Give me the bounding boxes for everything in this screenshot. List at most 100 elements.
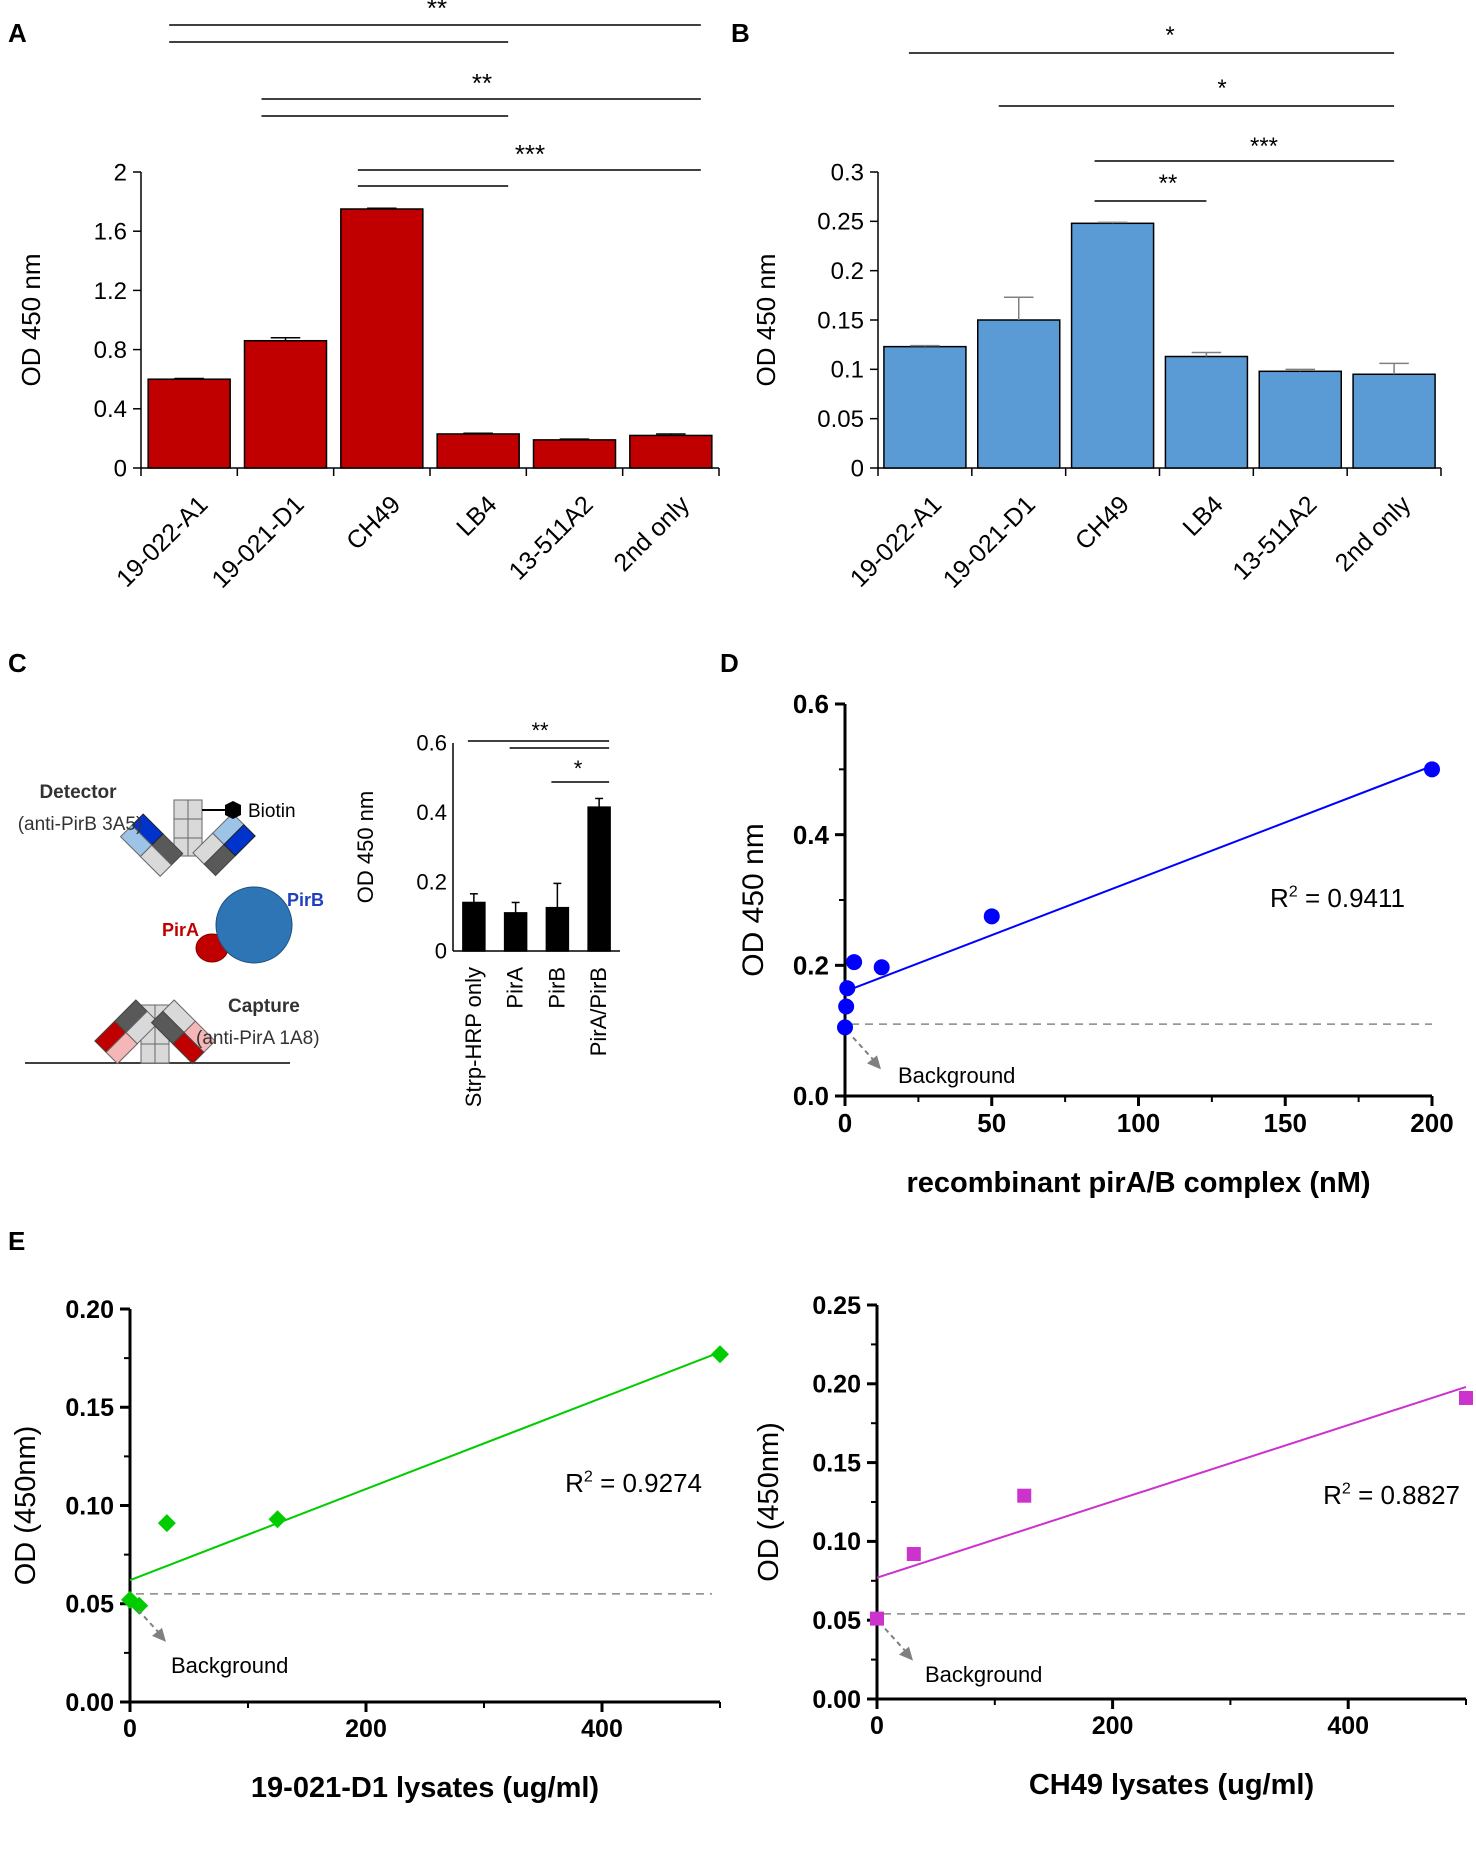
detector-sublabel: (anti-PirB 3A5): [18, 814, 143, 835]
E2-data-point: [1459, 1390, 1473, 1405]
D-x-tick-label: 50: [977, 1108, 1006, 1138]
E2-background-arrow: [884, 1627, 906, 1652]
chart-e1: 0.00 0.05 0.10 0.15 0.20 0 200 400 Background R2 …: [10, 1296, 729, 1804]
C-bar: [503, 912, 528, 952]
D-fit-line: [844, 765, 1433, 993]
E1-x-tick-label: 400: [581, 1715, 623, 1743]
D-y-axis-label: OD 450 nm: [737, 823, 770, 976]
C-y-tick-label: 0: [435, 939, 447, 964]
E1-data-point: [711, 1345, 729, 1364]
A-category-label: LB4: [451, 490, 502, 541]
panel-label-c: C: [8, 648, 27, 678]
E1-r-squared: R2 = 0.9274: [565, 1468, 702, 1498]
A-significance-label: **: [472, 68, 492, 98]
D-data-point: [838, 998, 855, 1015]
E1-data-point: [268, 1510, 287, 1529]
panel-label-e: E: [8, 1226, 25, 1256]
B-category-label: LB4: [1177, 490, 1228, 541]
A-bar: [436, 433, 520, 469]
E2-y-axis-label: OD (450nm): [753, 1422, 785, 1582]
A-category-label: 19-021-D1: [206, 490, 309, 593]
D-data-point: [846, 954, 863, 971]
E1-y-tick-label: 0.20: [65, 1296, 114, 1324]
D-y-tick-label: 0.6: [793, 689, 829, 719]
B-y-tick-label: 0.2: [831, 258, 864, 285]
D-data-point: [837, 1019, 853, 1036]
chart-e2: 0.00 0.05 0.10 0.15 0.20 0.25 0 200 400 Backgroun…: [753, 1292, 1473, 1801]
biotin-icon: [225, 801, 241, 819]
E2-x-axis-label: CH49 lysates (ug/ml): [1029, 1769, 1314, 1801]
biotin-label: Biotin: [248, 801, 296, 822]
B-category-label: 13-511A2: [1227, 490, 1322, 585]
D-r-squared: R2 = 0.9411: [1270, 883, 1405, 913]
E2-data-point: [1017, 1488, 1032, 1503]
E2-fit-line: [876, 1386, 1467, 1579]
E1-x-axis-label: 19-021-D1 lysates (ug/ml): [251, 1772, 599, 1804]
B-bar: [883, 345, 967, 469]
B-y-tick-label: 0.05: [817, 406, 864, 433]
E1-y-tick-label: 0.10: [65, 1492, 114, 1520]
A-category-label: 2nd only: [608, 490, 695, 577]
B-bar: [1352, 373, 1436, 469]
capture-label: Capture: [228, 996, 300, 1017]
B-bar: [1070, 222, 1155, 469]
panel-label-b: B: [731, 18, 750, 48]
E2-data-point: [906, 1547, 921, 1562]
E1-data-point: [157, 1514, 176, 1533]
C-category-label: PirB: [544, 967, 569, 1009]
B-y-tick-label: 0.25: [817, 209, 864, 236]
C-y-tick-label: 0.2: [416, 869, 447, 894]
D-x-tick-label: 150: [1264, 1108, 1307, 1138]
A-bar: [243, 339, 328, 469]
panel-label-d: D: [720, 648, 739, 678]
B-significance-label: *: [1217, 75, 1226, 102]
capture-sublabel: (anti-PirA 1A8): [196, 1028, 320, 1049]
D-data-point: [1424, 761, 1440, 778]
A-category-label: CH49: [341, 490, 406, 555]
E2-y-tick-label: 0.05: [812, 1607, 861, 1635]
D-y-tick-label: 0.0: [793, 1081, 829, 1111]
C-category-label: Strp-HRP only: [461, 967, 486, 1107]
E1-fit-line: [129, 1351, 721, 1582]
A-y-tick-label: 0.8: [94, 337, 127, 364]
E2-x-tick-label: 0: [870, 1712, 884, 1740]
B-bar: [1258, 370, 1342, 469]
D-background-arrow: [852, 1036, 874, 1061]
E2-y-tick-label: 0.25: [812, 1292, 861, 1320]
B-y-axis-label: OD 450 nm: [751, 254, 781, 387]
C-significance-label: **: [531, 718, 549, 743]
E1-background-label: Background: [171, 1653, 288, 1678]
panel-label-a: A: [8, 18, 27, 48]
chart-b: 0 0.05 0.1 0.15 0.2 0.25 0.3 19-022-A119-021-D1…: [751, 22, 1442, 594]
detector-label: Detector: [39, 782, 117, 803]
E2-y-tick-label: 0.00: [812, 1686, 861, 1714]
E2-y-tick-label: 0.10: [812, 1528, 861, 1556]
B-y-tick-label: 0.1: [831, 357, 864, 384]
B-bar: [977, 319, 1061, 469]
A-bar: [532, 439, 617, 469]
A-category-label: 19-022-A1: [111, 490, 213, 592]
pirb-protein-icon: [215, 886, 293, 964]
E1-data-point: [130, 1596, 149, 1615]
A-y-tick-label: 0: [114, 455, 127, 482]
C-significance-label: *: [574, 756, 583, 781]
A-significance-label: ***: [515, 139, 545, 169]
A-bar: [147, 378, 231, 469]
E1-background-arrow: [137, 1609, 159, 1633]
D-background-label: Background: [898, 1063, 1015, 1088]
E1-x-tick-label: 200: [345, 1715, 387, 1743]
E2-data-point: [870, 1611, 884, 1626]
chart-d: 0.0 0.2 0.4 0.6 0 50 100 150 200 Background R2 = 0…: [737, 689, 1454, 1199]
B-y-tick-label: 0.3: [831, 159, 864, 186]
E1-x-tick-label: 0: [123, 1715, 137, 1743]
B-category-label: 19-022-A1: [845, 490, 947, 592]
B-category-label: 19-021-D1: [938, 490, 1041, 593]
E1-y-tick-label: 0.15: [65, 1394, 114, 1422]
A-y-axis-label: OD 450 nm: [16, 254, 46, 387]
D-y-tick-label: 0.2: [793, 950, 829, 980]
B-category-label: 2nd only: [1330, 490, 1417, 577]
E1-y-tick-label: 0.05: [65, 1591, 114, 1619]
C-bar: [545, 906, 570, 952]
pira-label: PirA: [162, 920, 199, 940]
